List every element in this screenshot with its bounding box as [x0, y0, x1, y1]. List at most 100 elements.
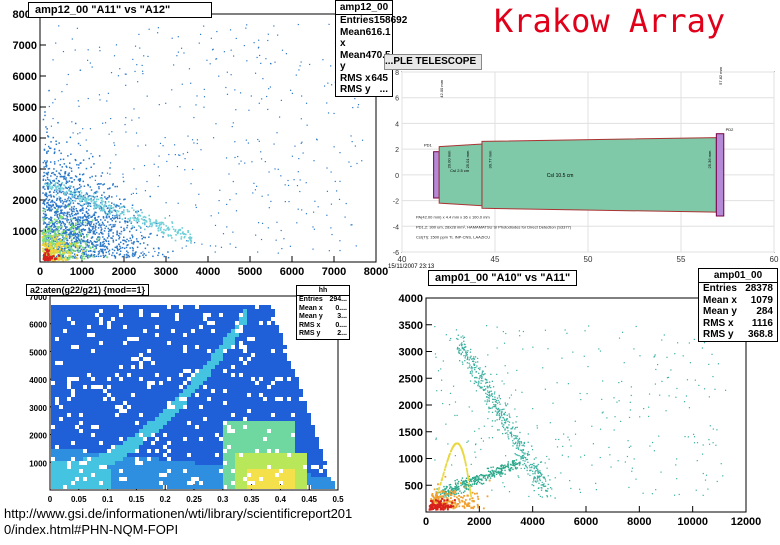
heatmap-cell	[247, 313, 251, 317]
heatmap-cell	[247, 485, 251, 489]
heatmap-cell	[239, 457, 243, 461]
scatter-point	[173, 228, 175, 230]
scatter-point	[93, 251, 95, 253]
scatter-point	[52, 255, 54, 257]
heatmap-cell	[139, 473, 143, 477]
scatter-point	[88, 256, 90, 258]
scatter-point	[256, 57, 257, 58]
heatmap-cell	[103, 377, 107, 381]
heatmap-cell	[139, 401, 143, 405]
scatter-point	[298, 24, 299, 25]
scatter-point	[83, 181, 85, 183]
scatter-point	[63, 178, 65, 180]
scatter-point	[114, 250, 116, 252]
heatmap-cell	[231, 433, 235, 437]
scatter-point	[49, 222, 51, 224]
scatter-point	[129, 238, 131, 240]
heatmap-cell	[231, 477, 235, 481]
scatter-point	[44, 183, 46, 185]
heatmap-cell	[231, 393, 235, 397]
heatmap-cell	[111, 309, 115, 313]
heatmap-cell	[155, 341, 159, 345]
heatmap-cell	[127, 429, 131, 433]
heatmap-cell	[175, 349, 179, 353]
heatmap-cell	[179, 477, 183, 481]
scatter-point	[49, 106, 50, 107]
heatmap-cell	[231, 461, 235, 465]
scatter-point	[186, 246, 187, 247]
scatter-point	[52, 172, 54, 174]
scatter-point	[60, 211, 62, 213]
heatmap-cell	[203, 309, 207, 313]
heatmap-cell	[111, 449, 115, 453]
heatmap-cell	[191, 485, 195, 489]
scatter-point	[237, 156, 238, 157]
heatmap-cell	[175, 461, 179, 465]
scatter-point	[68, 189, 70, 191]
scatter-point	[115, 257, 117, 259]
heatmap-cell	[187, 305, 191, 309]
scatter-point	[312, 249, 313, 250]
heatmap-cell	[195, 421, 199, 425]
heatmap-cell	[107, 357, 111, 361]
heatmap-cell	[111, 349, 115, 353]
scatter-point	[92, 245, 94, 247]
scatter-point	[301, 143, 302, 144]
scatter-point	[44, 115, 46, 117]
scatter-point	[62, 221, 64, 223]
scatter-point	[268, 171, 269, 172]
scatter-point	[82, 210, 84, 212]
heatmap-cell	[71, 309, 75, 313]
heatmap-cell	[59, 321, 63, 325]
scatter-point	[47, 179, 48, 180]
scatter-point	[43, 239, 45, 241]
scatter-point	[93, 256, 95, 258]
heatmap-cell	[187, 465, 191, 469]
heatmap-cell	[143, 425, 147, 429]
heatmap-cell	[75, 453, 79, 457]
heatmap-cell	[111, 377, 115, 381]
heatmap-cell	[95, 437, 99, 441]
heatmap-cell	[123, 313, 127, 317]
scatter-point	[76, 189, 78, 191]
heatmap-cell	[91, 373, 95, 377]
heatmap-cell	[75, 461, 79, 465]
scatter-point	[123, 199, 125, 201]
scatter-point	[110, 210, 112, 212]
scatter-point	[178, 203, 179, 204]
scatter-point	[87, 197, 89, 199]
scatter-point	[92, 237, 94, 239]
scatter-point	[88, 195, 90, 197]
heatmap-cell	[175, 417, 179, 421]
scatter-point	[62, 252, 64, 254]
heatmap-cell	[155, 481, 159, 485]
heatmap-cell	[55, 481, 59, 485]
heatmap-cell	[59, 461, 63, 465]
heatmap-cell	[191, 377, 195, 381]
heatmap-cell	[251, 461, 255, 465]
scatter-point	[109, 250, 111, 252]
heatmap-cell	[75, 465, 79, 469]
scatter-point	[147, 244, 149, 246]
scatter-point	[65, 183, 67, 185]
scatter-point	[331, 171, 332, 172]
scatter-point	[60, 224, 62, 226]
heatmap-cell	[115, 329, 119, 333]
scatter-point	[112, 224, 114, 226]
scatter-point	[99, 47, 100, 48]
heatmap-cell	[147, 417, 151, 421]
heatmap-cell	[163, 417, 167, 421]
scatter-point	[114, 217, 116, 219]
scatter-point	[270, 86, 271, 87]
scatter-point	[252, 192, 253, 193]
heatmap-cell	[55, 389, 59, 393]
scatter-point	[306, 182, 307, 183]
scatter-point	[67, 251, 69, 253]
heatmap-cell	[151, 413, 155, 417]
heatmap-cell	[171, 409, 175, 413]
scatter-point	[132, 256, 134, 258]
scatter-point	[179, 106, 180, 107]
heatmap-cell	[123, 417, 127, 421]
heatmap-cell	[143, 457, 147, 461]
heatmap-cell	[55, 369, 59, 373]
